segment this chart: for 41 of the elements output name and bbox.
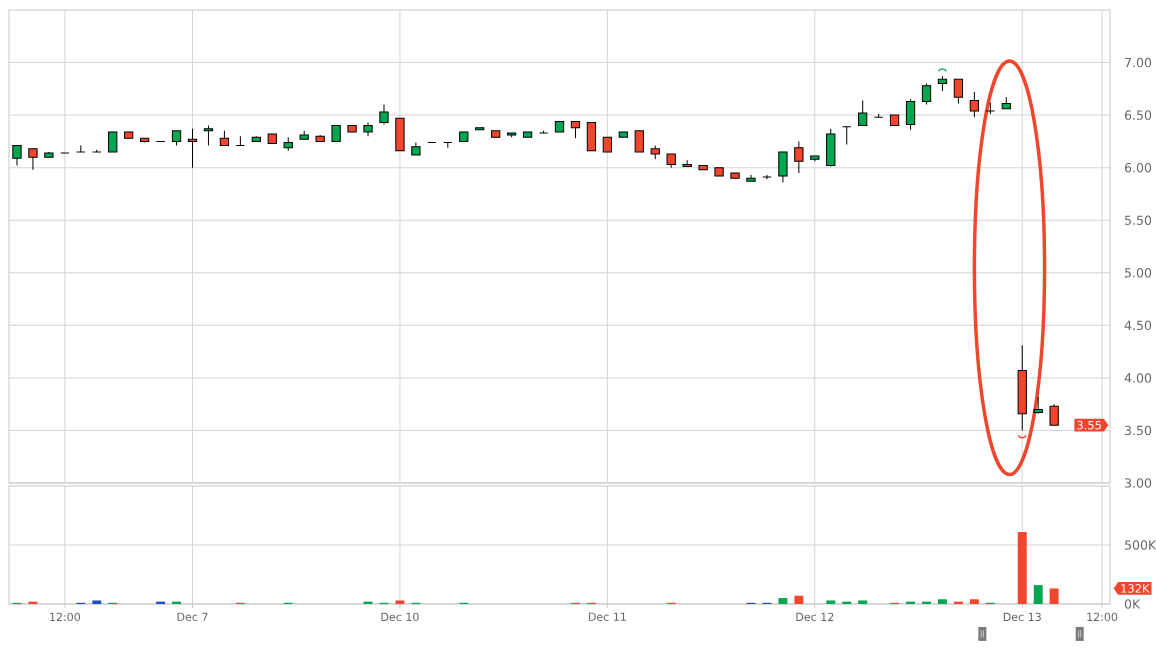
y-tick-label: 5.00 [1125,268,1152,278]
y-tick-label: 6.50 [1124,110,1152,120]
candlestick [762,174,772,180]
bar [858,600,868,604]
y-tick-label: 7.00 [1125,57,1152,68]
candlestick [794,140,804,174]
bar [395,600,405,604]
bar [794,595,804,604]
x-tick-label: Dec 12 [796,612,834,622]
candlestick [363,121,373,137]
y-tick-label: 6.00 [1124,162,1152,173]
bar [1049,588,1059,604]
y-tick-label: 3.50 [1125,425,1152,436]
candlestick [187,128,198,169]
bar [937,599,947,604]
bar [92,600,102,604]
bar [778,598,788,604]
candlestick [937,75,948,92]
y-tick-label: 5.50 [1125,215,1152,225]
y-tick-label: 0K [1124,599,1141,609]
bar [826,600,836,604]
x-tick-label: Dec 13 [1003,612,1041,622]
x-tick-label: 12:00 [1087,612,1118,622]
x-tick-label: Dec 10 [381,612,419,622]
x-tick-label: Dec 11 [588,612,626,621]
x-tick-label: 12:00 [50,612,81,622]
bar [1033,585,1043,604]
bar [969,599,979,604]
candlestick [379,104,389,126]
candlestick [283,136,293,152]
y-tick-label: 500K [1125,540,1156,550]
bar [1017,532,1027,604]
candlestick [1017,344,1027,431]
annotation: 3.55 [1077,420,1101,430]
text: 132K [1121,584,1150,593]
y-tick-label: 4.50 [1124,320,1152,331]
y-tick-label: 3.00 [1125,478,1152,488]
x-tick-label: Dec 7 [177,612,208,621]
candlestick [905,98,916,131]
candlestick [1033,396,1043,414]
y-tick-label: 4.00 [1124,373,1152,383]
